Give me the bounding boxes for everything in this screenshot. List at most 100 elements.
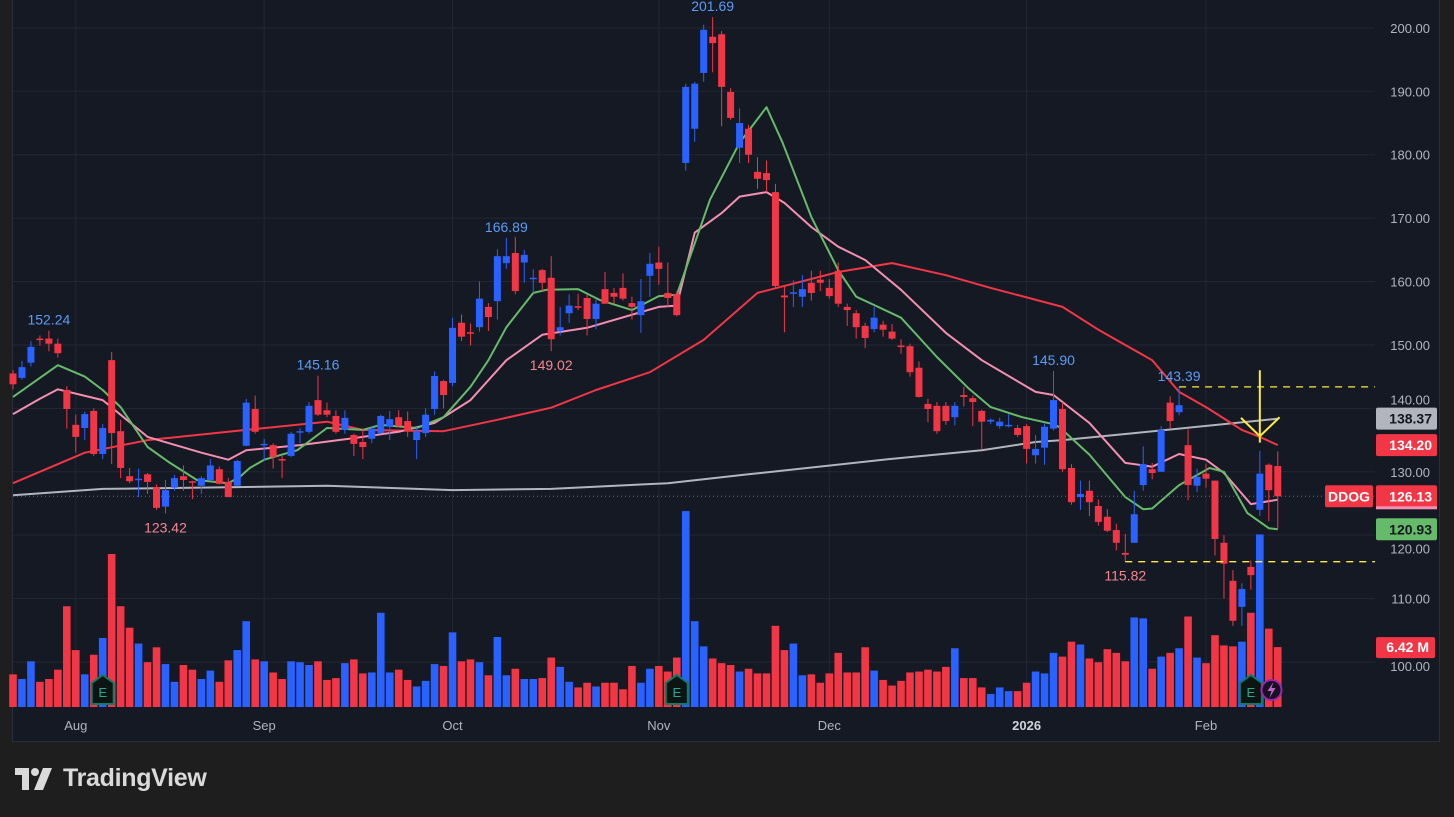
candle-body [897,345,905,348]
volume-bar [744,668,753,707]
candle [386,410,394,441]
candle [422,408,430,437]
candle [780,285,788,333]
volume-bar [197,679,206,707]
tradingview-logo-text: TradingView [63,764,207,792]
volume-bar [897,680,905,707]
candle [736,108,744,163]
y-tick-label: 200.00 [1390,21,1430,36]
earnings-marker[interactable]: E [664,673,689,705]
candle-body [780,295,788,298]
chart-pane[interactable] [12,0,1440,742]
candle-body [27,346,35,363]
candle [466,323,474,346]
candle-body [502,256,510,264]
volume-bar [1031,671,1040,707]
candle [27,341,35,367]
candle-body [1094,505,1102,522]
candle [117,419,125,479]
candle [771,183,779,289]
volume-bar [1004,691,1013,707]
candle-body [996,421,1004,427]
volume-bar [628,665,636,707]
high-price-label: 201.69 [691,0,734,14]
earnings-marker[interactable]: E [90,673,115,705]
candle [1211,480,1219,556]
volume-bar [287,661,295,707]
moving-average-line-green [12,106,1278,531]
volume-bar [646,668,654,707]
candle [538,268,546,292]
volume-bar [161,664,170,707]
volume-bar [305,665,313,707]
y-tick-label: 120.00 [1390,541,1430,556]
lightning-marker[interactable] [1260,679,1283,701]
candle [583,294,591,336]
volume-bar [251,659,259,707]
candle [637,278,645,333]
candle-body [987,419,995,422]
candle-body [1014,428,1022,435]
low-price-label: 115.82 [1104,568,1146,584]
candle-body [197,478,205,486]
candle-body [1112,530,1120,543]
candle-body [834,270,842,304]
candle [1121,533,1129,562]
x-tick-label: Dec [818,718,842,733]
high-price-label: 145.16 [297,357,340,373]
candle [296,428,304,444]
volume-bar [134,643,143,707]
candle [99,424,107,460]
candle-body [466,332,474,334]
volume-bar [394,669,403,707]
candle [1085,480,1093,517]
volume-bar [54,669,62,707]
candle-body [135,478,143,481]
candle [314,375,322,416]
time-axis[interactable]: Aug Sep Oct Nov Dec 2026 Feb [64,718,1217,733]
tradingview-logo[interactable]: TradingView [15,764,207,793]
volume-bar [717,663,726,707]
candles [9,17,1282,626]
volume-bar [601,682,609,707]
candle [987,418,995,425]
volume-bar [1040,673,1049,707]
candle-body [63,389,71,409]
candle [72,414,80,453]
candle-body [727,91,735,118]
volume-bar [107,553,116,707]
volume-bar [224,660,233,707]
volume-bar [574,687,582,707]
arrow-head-drawing [1240,416,1281,438]
volume-bar [977,687,986,707]
volume-bar [1094,662,1103,707]
volume-bar [1166,652,1174,707]
candle-body [1041,426,1049,448]
candle [413,427,421,460]
volume-bar [798,675,807,707]
volume-bar [1058,656,1067,707]
volume-bar [1175,648,1183,707]
volume-bar [637,682,645,707]
candle [323,402,331,418]
volume-bar [619,689,627,707]
price-axis[interactable]: 100.00 110.00 120.00 130.00 140.00 150.00 160.… [1390,21,1430,674]
candle-body [215,469,223,484]
candle [1076,480,1084,510]
volume-bar [493,637,502,707]
volume-bar [888,685,896,707]
volume-label-value: 6.42 M [1386,639,1429,655]
candle-body [269,445,277,458]
candle [54,338,62,358]
candle [1148,462,1156,480]
volume-bar [466,659,475,707]
price-label-value: 120.93 [1389,521,1432,537]
candle-body [825,287,833,297]
candle-body [9,373,17,385]
price-label-value: 138.37 [1389,411,1432,427]
candle-body [547,277,555,340]
candle-body [117,431,125,468]
volume-bar [439,665,448,707]
y-tick-label: 130.00 [1390,465,1430,480]
